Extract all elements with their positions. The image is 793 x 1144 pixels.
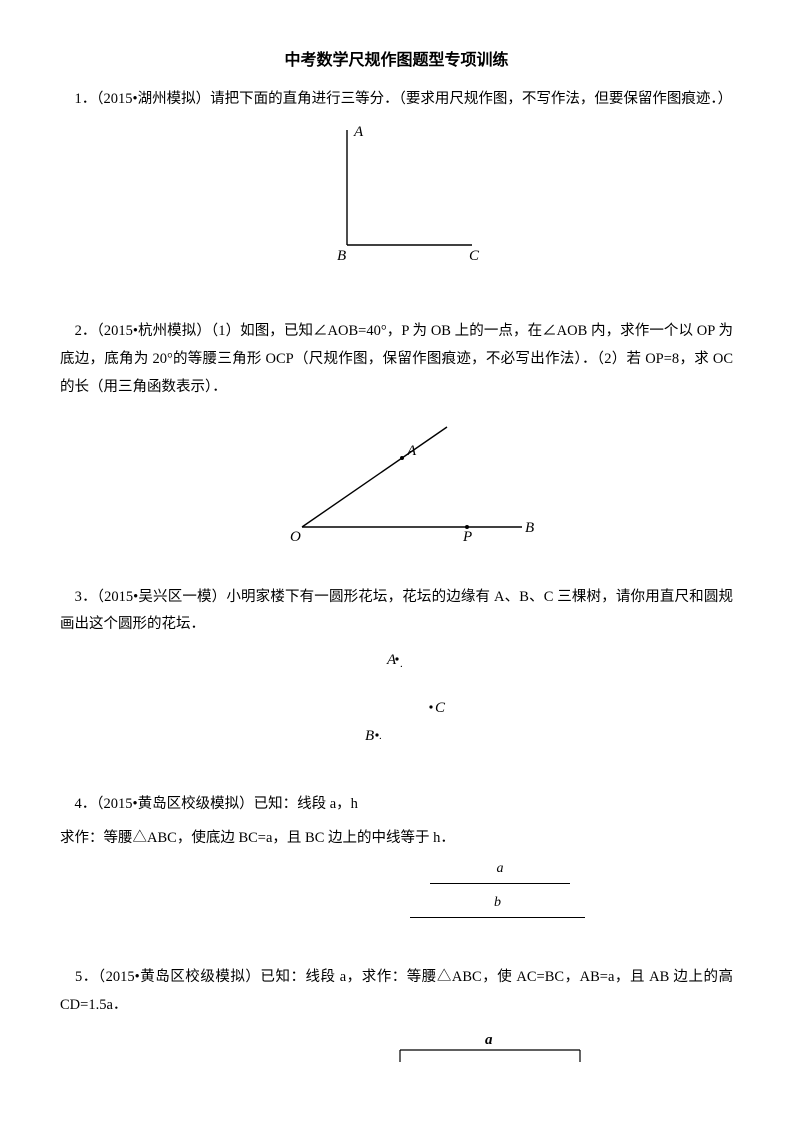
label-C3: C [435,700,446,716]
problem-2: 2．（2015•杭州模拟）（1）如图，已知∠AOB=40°，P 为 OB 上的一… [60,318,733,401]
figure-3: A . C B . [60,645,733,766]
label-seg-a5: a [485,1032,493,1048]
label-B3: B [365,728,374,744]
label-B: B [337,248,346,264]
label-A3: A [386,652,397,668]
problem-1: 1．（2015•湖州模拟）请把下面的直角进行三等分．（要求用尺规作图，不写作法，… [60,86,733,114]
figure-1: A B C [60,120,733,281]
label-seg-a: a [430,856,570,883]
problem-4b: 求作：等腰△ABC，使底边 BC=a，且 BC 边上的中线等于 h． [60,825,733,853]
label-seg-b: b [410,890,585,917]
page-title: 中考数学尺规作图题型专项训练 [60,46,733,76]
label-A2: A [406,443,417,459]
svg-text:.: . [400,658,403,670]
problem-4a: 4．（2015•黄岛区校级模拟）已知：线段 a，h [60,791,733,819]
label-C: C [469,248,480,264]
figure-4: a b [410,860,733,922]
label-O: O [290,529,301,545]
svg-text:.: . [379,730,382,742]
figure-5: a [390,1028,733,1079]
label-P: P [462,529,472,545]
problem-3: 3．（2015•吴兴区一模）小明家楼下有一圆形花坛，花坛的边缘有 A、B、C 三… [60,584,733,639]
label-A: A [353,124,364,140]
label-B2: B [525,520,534,536]
figure-2: A O P B [60,407,733,558]
problem-5: 5．（2015•黄岛区校级模拟）已知：线段 a，求作：等腰△ABC，使 AC=B… [60,964,733,1019]
